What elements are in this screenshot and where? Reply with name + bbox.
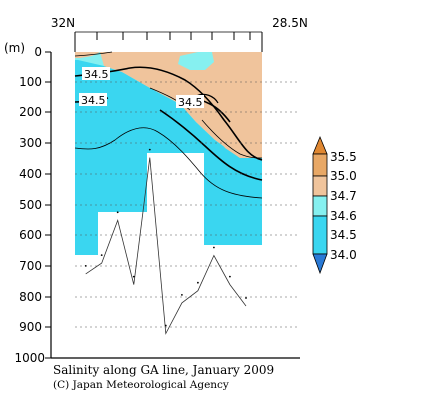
salinity-region-pocket <box>178 52 214 70</box>
y-unit-label: (m) <box>4 41 25 55</box>
station-point-0 <box>84 265 87 267</box>
colorbar-cap-bottom <box>312 253 328 275</box>
colorbar-label-34-6: 34.6 <box>330 209 357 223</box>
contour-label-2: 34.5 <box>81 94 106 107</box>
contour-label-1: 34.5 <box>84 68 109 81</box>
y-tick-label-600: 600 <box>19 228 42 242</box>
station-point-4 <box>148 148 151 151</box>
y-tick-label-900: 900 <box>19 320 42 334</box>
station-ticks <box>74 31 263 52</box>
y-tick-label-700: 700 <box>19 259 42 273</box>
y-tick-labels: 0 100 200 300 400 500 600 700 800 900 10… <box>14 45 45 365</box>
contour-34-6-lower <box>201 119 263 159</box>
y-tick-label-800: 800 <box>19 290 42 304</box>
contour-34-5-deep <box>159 109 263 181</box>
contour-labels: 34.5 34.5 34.5 <box>79 67 204 109</box>
station-point-6 <box>181 294 183 296</box>
y-tick-label-100: 100 <box>19 75 42 89</box>
contour-34-5-main <box>74 66 263 161</box>
colorbar-band-34-6 <box>312 195 328 217</box>
y-tick-label-300: 300 <box>19 136 42 150</box>
chart-title: Salinity along GA line, January 2009 <box>53 363 275 377</box>
x-tick-label-right: 28.5N <box>272 16 308 30</box>
station-point-9 <box>229 275 231 278</box>
station-point-3 <box>132 275 135 278</box>
contour-34-5-upper <box>74 51 113 57</box>
colorbar-label-34-5: 34.5 <box>330 228 357 242</box>
station-point-10 <box>245 297 247 299</box>
colorbar-label-35-0: 35.0 <box>330 169 357 183</box>
colorbar: 35.5 35.0 34.7 34.6 34.5 34.0 <box>312 135 357 275</box>
bottom-profile <box>84 148 247 335</box>
station-point-8 <box>213 246 215 249</box>
y-ticks <box>45 51 51 359</box>
colorbar-band-34-5 <box>312 215 328 255</box>
no-data-mask <box>75 153 262 360</box>
contour-34-4-deep <box>74 127 263 199</box>
colorbar-label-34-7: 34.7 <box>330 189 357 203</box>
station-point-1 <box>100 254 103 256</box>
chart-credit: (C) Japan Meteorological Agency <box>53 379 229 391</box>
station-point-7 <box>197 281 199 284</box>
y-tick-label-500: 500 <box>19 198 42 212</box>
y-tick-label-1000: 1000 <box>14 351 45 365</box>
station-point-2 <box>116 211 119 214</box>
colorbar-band-34-7 <box>312 175 328 197</box>
salinity-region-34-7-deep <box>200 95 262 158</box>
bottom-depth-points <box>84 148 247 327</box>
contour-label-3: 34.5 <box>178 96 203 109</box>
colorbar-cap-top <box>312 135 328 155</box>
colorbar-band-35-0 <box>312 153 328 177</box>
y-tick-label-400: 400 <box>19 167 42 181</box>
colorbar-label-35-5: 35.5 <box>330 150 357 164</box>
y-tick-label-0: 0 <box>34 45 42 59</box>
bottom-depth-line <box>85 157 247 335</box>
x-tick-label-left: 32N <box>51 16 75 30</box>
colorbar-label-34-0: 34.0 <box>330 248 357 262</box>
station-point-5 <box>164 324 167 327</box>
y-tick-label-200: 200 <box>19 105 42 119</box>
